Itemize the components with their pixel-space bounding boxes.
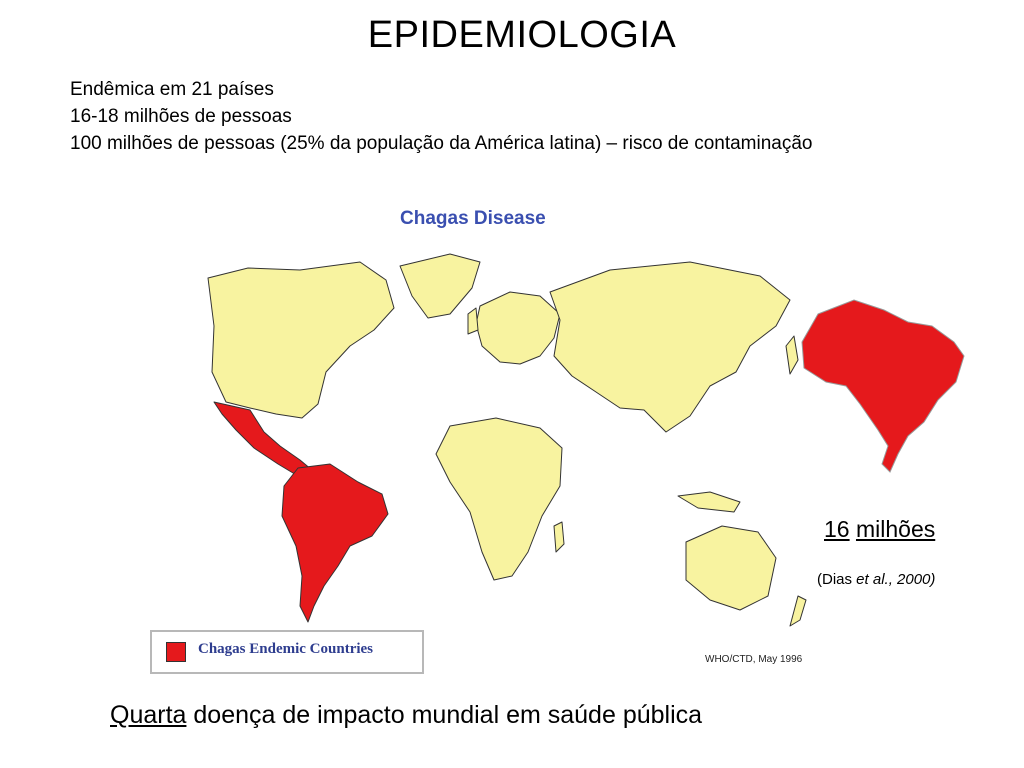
world-map-panel: Chagas Disease Chagas Endemic Countries … — [150, 196, 826, 674]
africa-shape — [435, 417, 563, 581]
footer-underlined: Quarta — [110, 701, 187, 729]
map-legend: Chagas Endemic Countries — [150, 630, 424, 674]
bullet-endemic-countries: Endêmica em 21 países — [70, 79, 274, 100]
legend-swatch-endemic — [166, 642, 186, 662]
map-title: Chagas Disease — [400, 208, 546, 229]
bullet-at-risk-people: 100 milhões de pessoas (25% da população… — [70, 133, 813, 154]
south-america-shape — [281, 463, 389, 623]
brazil-map — [801, 299, 965, 473]
north-america-shape — [207, 261, 395, 419]
infected-count-number: 16 — [824, 516, 850, 542]
uk-shape — [467, 307, 479, 335]
citation-etal: et al., 2000) — [856, 571, 936, 588]
slide-title: EPIDEMIOLOGIA — [367, 14, 677, 56]
new-zealand-shape — [789, 595, 807, 627]
infected-count-unit: milhões — [855, 516, 936, 542]
europe-shape — [475, 291, 561, 365]
asia-shape — [549, 261, 791, 433]
bullet-infected-people: 16-18 milhões de pessoas — [70, 106, 292, 127]
world-map — [207, 253, 807, 627]
citation-author: (Dias — [817, 571, 857, 588]
greenland-shape — [399, 253, 481, 319]
footer-statement: Quarta doença de impacto mundial em saúd… — [110, 701, 702, 730]
japan-shape — [785, 335, 799, 375]
citation: (Dias et al., 2000) — [817, 571, 935, 588]
legend-label: Chagas Endemic Countries — [198, 641, 374, 657]
map-credit: WHO/CTD, May 1996 — [705, 654, 803, 665]
bullet-list: Endêmica em 21 países 16-18 milhões de p… — [70, 76, 850, 157]
madagascar-shape — [553, 521, 565, 553]
footer-rest: doença de impacto mundial em saúde públi… — [186, 701, 703, 729]
brazil-shape — [801, 299, 965, 473]
indonesia-shape — [677, 491, 741, 513]
infected-count: 16 milhões — [824, 516, 935, 543]
australia-shape — [685, 525, 777, 611]
